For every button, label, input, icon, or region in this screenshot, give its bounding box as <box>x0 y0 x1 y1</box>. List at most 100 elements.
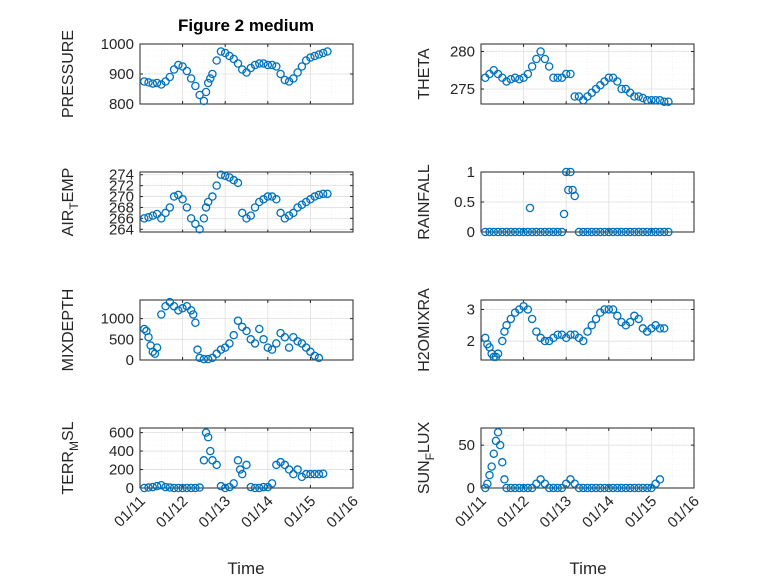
data-point <box>489 227 499 237</box>
data-point <box>272 62 281 71</box>
data-point <box>583 327 592 336</box>
data-point <box>638 227 648 237</box>
y-tick-label: 280 <box>450 44 475 61</box>
data-point <box>659 324 669 333</box>
data-point <box>293 337 302 346</box>
data-point <box>318 469 328 478</box>
data-point <box>510 73 520 83</box>
data-point <box>519 483 528 493</box>
data-point <box>280 214 290 223</box>
data-point <box>165 203 175 212</box>
data-point <box>140 483 149 493</box>
x-tick-label: 01/13 <box>536 493 575 532</box>
data-point <box>152 78 162 88</box>
data-point <box>195 225 204 234</box>
data-point <box>140 214 149 223</box>
data-point <box>229 479 238 488</box>
y-tick-label: 400 <box>109 443 134 460</box>
data-point <box>659 97 669 107</box>
data-point <box>233 59 243 68</box>
data-point <box>536 47 545 56</box>
y-axis-label: THETA <box>416 48 433 100</box>
data-point <box>664 227 673 237</box>
data-point <box>642 96 652 105</box>
data-point <box>634 92 643 101</box>
data-point <box>201 428 211 437</box>
data-point <box>318 48 328 58</box>
data-point <box>191 219 200 229</box>
data-point <box>152 481 162 491</box>
data-point <box>655 96 665 105</box>
data-point <box>178 62 187 71</box>
data-point <box>220 483 230 493</box>
data-point <box>519 227 528 237</box>
data-point <box>570 479 579 488</box>
data-point <box>591 314 601 324</box>
data-point <box>651 479 660 488</box>
data-point <box>647 227 656 237</box>
data-point <box>293 465 302 474</box>
data-point <box>617 483 626 493</box>
axes-box <box>480 427 695 489</box>
data-point <box>608 305 618 314</box>
x-tick-label: 01/16 <box>323 493 362 532</box>
data-point <box>523 483 533 493</box>
data-point <box>284 465 294 474</box>
data-point <box>634 483 643 493</box>
x-tick-label: 01/14 <box>579 493 618 532</box>
data-point <box>493 349 503 358</box>
data-point <box>502 227 511 237</box>
data-point <box>242 68 251 77</box>
data-point <box>201 203 211 212</box>
data-point <box>625 227 635 237</box>
data-point <box>199 354 209 364</box>
data-point <box>506 483 516 493</box>
data-point <box>216 170 226 179</box>
data-point <box>186 214 196 223</box>
data-point <box>178 195 187 204</box>
data-point <box>297 472 307 482</box>
data-point <box>591 227 601 237</box>
data-point <box>212 56 221 65</box>
data-point <box>280 332 290 342</box>
data-point <box>523 69 533 79</box>
data-point <box>549 483 558 493</box>
data-point <box>220 171 230 181</box>
data-point <box>267 479 277 488</box>
data-point <box>583 483 592 493</box>
data-point <box>540 336 550 346</box>
data-point <box>306 469 315 479</box>
x-tick-label: 01/14 <box>238 493 277 532</box>
data-point <box>502 77 511 86</box>
y-axis-label: TERRMSL <box>60 421 81 494</box>
data-point <box>510 483 520 493</box>
data-point <box>306 53 315 62</box>
data-point <box>630 227 639 237</box>
y-tick-label: 0 <box>126 480 134 497</box>
data-point <box>544 227 554 237</box>
data-point <box>604 483 614 493</box>
data-point <box>250 339 260 348</box>
data-point <box>540 479 550 488</box>
data-point <box>144 213 153 222</box>
data-point <box>493 428 503 437</box>
data-point <box>297 200 307 209</box>
data-point <box>642 483 652 493</box>
data-point <box>201 87 211 97</box>
data-point <box>489 449 499 458</box>
data-point <box>289 469 298 479</box>
y-tick-label: 264 <box>109 221 134 238</box>
pressure-subplot: 800 900 1000 PRESSURE <box>60 30 354 118</box>
y-tick-label: 500 <box>109 331 134 348</box>
data-point <box>191 81 200 91</box>
data-point <box>297 62 307 71</box>
data-point <box>540 227 550 237</box>
data-point <box>229 330 238 340</box>
y-axis-label: MIXDEPTH <box>60 289 77 372</box>
data-point <box>310 51 319 61</box>
data-point <box>495 440 505 450</box>
data-point <box>276 208 285 218</box>
data-point <box>255 324 264 334</box>
data-point <box>604 305 614 314</box>
